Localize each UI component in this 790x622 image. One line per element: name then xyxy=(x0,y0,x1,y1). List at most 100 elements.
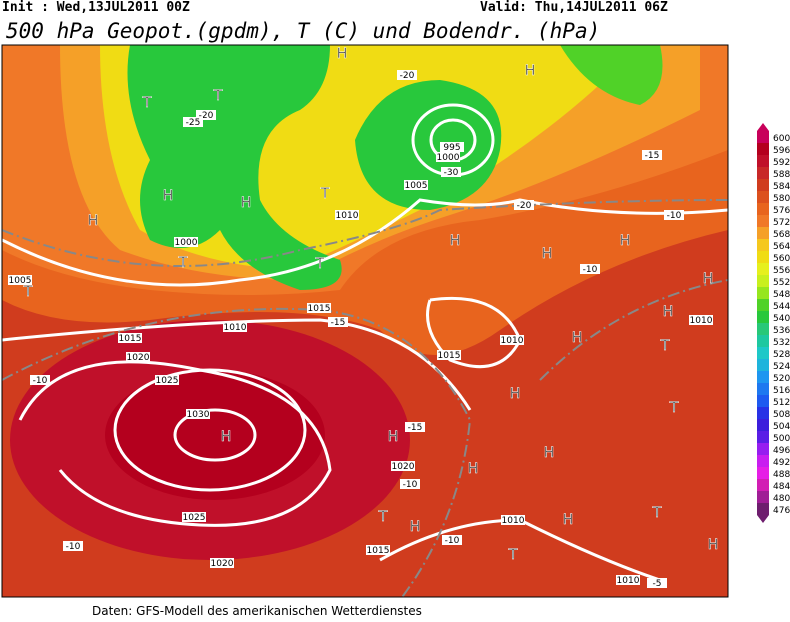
colorbar-label: 496 xyxy=(773,446,790,456)
pressure-center: H xyxy=(703,271,714,287)
isobar-label: 995 xyxy=(443,143,460,153)
isobar-label: 1000 xyxy=(437,153,460,163)
colorbar-label: 584 xyxy=(773,182,790,192)
colorbar-label: 532 xyxy=(773,338,790,348)
isobar-label: 1015 xyxy=(438,351,461,361)
isobar-label: 1005 xyxy=(9,276,32,286)
title: 500 hPa Geopot.(gpdm), T (C) und Bodendr… xyxy=(6,19,600,43)
temperature-label: -10 xyxy=(33,376,48,386)
isobar-label-bg xyxy=(118,333,142,343)
colorbar-label: 568 xyxy=(773,230,790,240)
isobar-label: 1025 xyxy=(183,513,206,523)
temperature-label-bg xyxy=(441,167,461,177)
temperature-label-bg xyxy=(328,317,348,327)
colorbar-swatch xyxy=(757,155,769,167)
valid-text: Valid: Thu,14JUL2011 06Z xyxy=(480,0,668,15)
colorbar-label: 476 xyxy=(773,506,790,516)
colorbar-label: 572 xyxy=(773,218,790,228)
pressure-center: H xyxy=(544,445,555,461)
colorbar-label: 540 xyxy=(773,314,790,324)
colorbar-label: 560 xyxy=(773,254,790,264)
isobar-label: 1010 xyxy=(336,211,359,221)
pressure-center: H xyxy=(337,46,348,62)
colorbar-label: 492 xyxy=(773,458,790,468)
colorbar-swatch xyxy=(757,287,769,299)
colorbar-swatch xyxy=(757,131,769,143)
isobar-label-bg xyxy=(8,275,32,285)
colorbar-label: 520 xyxy=(773,374,790,384)
colorbar-label: 504 xyxy=(773,422,790,432)
isobar-label: 1020 xyxy=(211,559,234,569)
isobar-label-bg xyxy=(366,545,390,555)
isobar-label: 1005 xyxy=(405,181,428,191)
temperature-label-bg xyxy=(397,70,417,80)
pressure-center: H xyxy=(88,213,99,229)
isobar-label: 1010 xyxy=(501,336,524,346)
pressure-center: T xyxy=(142,95,152,111)
colorbar-swatch xyxy=(757,443,769,455)
colorbar-swatch xyxy=(757,203,769,215)
temperature-label: -5 xyxy=(653,579,662,589)
colorbar-swatch xyxy=(757,263,769,275)
pressure-center: H xyxy=(510,386,521,402)
temperature-label-bg xyxy=(196,110,216,120)
temperature-label: -10 xyxy=(66,542,81,552)
pressure-center: T xyxy=(378,509,388,525)
isobar-label: 1010 xyxy=(502,516,525,526)
pressure-center: H xyxy=(663,304,674,320)
isobar-label: 1020 xyxy=(127,353,150,363)
pressure-center: H xyxy=(572,330,583,346)
isobar-label-bg xyxy=(500,335,524,345)
temperature-label: -30 xyxy=(444,168,459,178)
isobar-label-bg xyxy=(437,350,461,360)
pressure-center: T xyxy=(320,186,330,202)
temperature-label-bg xyxy=(63,541,83,551)
isobar-label: 1020 xyxy=(392,462,415,472)
map: H T T H H H T H T H H H T H T H H T H T H H H H T H H T T H 1030 1025 10… xyxy=(2,45,728,597)
isobar-label: 1010 xyxy=(224,323,247,333)
pressure-center: H xyxy=(450,233,461,249)
colorbar-top xyxy=(757,123,769,131)
temperature-label-bg xyxy=(405,422,425,432)
temperature-label-bg xyxy=(400,479,420,489)
temperature-label: -20 xyxy=(400,71,415,81)
isobar-label: 1025 xyxy=(156,376,179,386)
colorbar-swatch xyxy=(757,419,769,431)
colorbar-swatch xyxy=(757,275,769,287)
pressure-center: H xyxy=(241,195,252,211)
pressure-center: T xyxy=(23,284,33,300)
isobar-label-bg xyxy=(436,152,460,162)
pressure-center: T xyxy=(660,338,670,354)
colorbar-bottom xyxy=(757,515,769,523)
colorbar-swatch xyxy=(757,191,769,203)
temperature-label-bg xyxy=(183,117,203,127)
pressure-center: T xyxy=(178,255,188,271)
colorbar-swatch xyxy=(757,383,769,395)
isobar-label-bg xyxy=(126,352,150,362)
colorbar-label: 548 xyxy=(773,290,790,300)
temperature-label: -25 xyxy=(186,118,201,128)
colorbar-label: 588 xyxy=(773,170,790,180)
colorbar-label: 596 xyxy=(773,146,790,156)
temperature-label-bg xyxy=(580,264,600,274)
temperature-label-bg xyxy=(30,375,50,385)
isobar-label: 1015 xyxy=(367,546,390,556)
colorbar-label: 512 xyxy=(773,398,790,408)
colorbar-swatch xyxy=(757,347,769,359)
colorbar-label: 500 xyxy=(773,434,790,444)
colorbar-label: 592 xyxy=(773,158,790,168)
colorbar-label: 480 xyxy=(773,494,790,504)
isobar-label-bg xyxy=(210,558,234,568)
colorbar-swatch xyxy=(757,167,769,179)
isobar-label-bg xyxy=(440,142,464,152)
isobar-label: 1015 xyxy=(119,334,142,344)
colorbar-label: 544 xyxy=(773,302,790,312)
temperature-label: -15 xyxy=(331,318,346,328)
pressure-center: H xyxy=(388,429,399,445)
temperature-label: -10 xyxy=(667,211,682,221)
colorbar-label: 564 xyxy=(773,242,790,252)
isobar-label-bg xyxy=(182,512,206,522)
pressure-center: T xyxy=(213,88,223,104)
isobar-label-bg xyxy=(155,375,179,385)
isobar-label-bg xyxy=(307,303,331,313)
